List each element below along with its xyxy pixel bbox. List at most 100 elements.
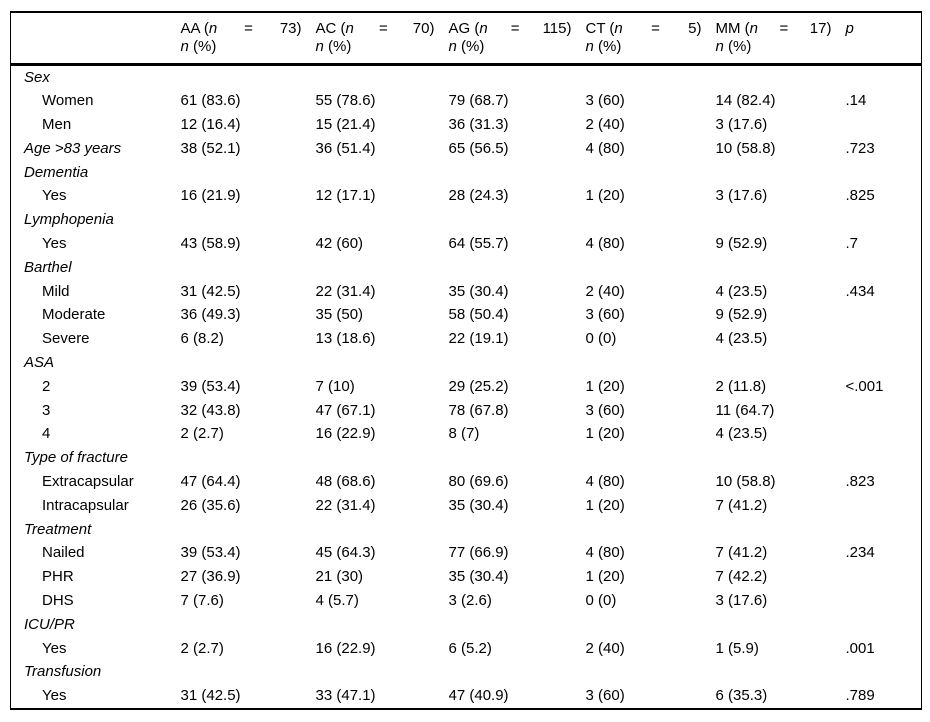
table-row: Lymphopenia xyxy=(11,208,922,232)
data-cell: 6 (5.2) xyxy=(448,639,492,657)
data-cell: 12 (17.1) xyxy=(315,187,376,205)
p-value-cell: .14 xyxy=(845,92,867,110)
row-label: Yes xyxy=(42,639,67,657)
data-cell: 77 (66.9) xyxy=(448,544,509,562)
table-row: Moderate 36 (49.3) 35 (50) 58 (50.4) 3 (60) 9… xyxy=(11,303,922,327)
data-cell: 33 (47.1) xyxy=(315,687,376,705)
p-value-cell: .789 xyxy=(845,687,875,705)
data-cell: 9 (52.9) xyxy=(715,306,768,324)
data-cell: 22 (31.4) xyxy=(315,496,376,514)
data-cell xyxy=(316,518,449,542)
data-cell xyxy=(586,64,716,89)
data-cell: 1 (5.9) xyxy=(715,639,759,657)
data-cell xyxy=(449,256,586,280)
row-label: Barthel xyxy=(24,258,72,276)
table-row: Severe 6 (8.2) 13 (18.6) 22 (19.1) 0 (0) 4 (2… xyxy=(11,327,922,351)
table-row: 4 2 (2.7) 16 (22.9) 8 (7) 1 (20) 4 (23.5) xyxy=(11,422,922,446)
data-cell: 39 (53.4) xyxy=(180,377,241,395)
data-cell: 4 (80) xyxy=(585,235,625,253)
data-cell xyxy=(449,208,586,232)
table-row: Yes 43 (58.9) 42 (60) 64 (55.7) 4 (80) 9 (52.… xyxy=(11,232,922,256)
data-cell xyxy=(181,208,316,232)
group-count: 73) xyxy=(279,20,302,37)
row-label: Treatment xyxy=(24,520,92,538)
data-cell xyxy=(716,446,846,470)
row-label: Women xyxy=(42,92,94,110)
data-cell: 13 (18.6) xyxy=(315,330,376,348)
data-cell: 0 (0) xyxy=(585,592,617,610)
p-header-line: p xyxy=(846,20,922,38)
p-value-cell: .001 xyxy=(845,639,875,657)
data-cell xyxy=(316,613,449,637)
table-row: Intracapsular 26 (35.6) 22 (31.4) 35 (30.4)… xyxy=(11,494,922,518)
group-prefix: AA ( xyxy=(180,20,209,37)
row-label: Nailed xyxy=(42,544,85,562)
data-cell: 4 (80) xyxy=(585,139,625,157)
p-value-cell xyxy=(846,208,922,232)
data-cell xyxy=(449,351,586,375)
column-header-AG: AG (n = 115) n (%) xyxy=(448,12,586,66)
p-value-cell xyxy=(846,64,922,89)
data-cell: 29 (25.2) xyxy=(448,377,509,395)
row-label-column-header xyxy=(10,12,181,66)
group-prefix: AG ( xyxy=(448,20,480,37)
n-symbol: n xyxy=(345,20,354,37)
group-name-part: AA (n xyxy=(181,20,218,38)
data-cell: 10 (58.8) xyxy=(715,473,776,491)
data-cell: 1 (20) xyxy=(585,377,625,395)
data-cell: 3 (60) xyxy=(585,687,625,705)
row-label: Men xyxy=(42,116,72,134)
column-header-line1: AC (n = 70) xyxy=(316,20,449,38)
table-row: PHR 27 (36.9) 21 (30) 35 (30.4) 1 (20) 7 (42.… xyxy=(11,565,922,589)
n-symbol: n xyxy=(180,38,189,55)
group-prefix: AC ( xyxy=(315,20,346,37)
data-cell: 7 (42.2) xyxy=(715,568,768,586)
patient-characteristics-table: AA (n = 73) n (%) AC (n = 70) n (%) AG (n = 115) n … xyxy=(10,11,922,711)
data-cell: 6 (35.3) xyxy=(715,687,768,705)
table-row: Dementia xyxy=(11,161,922,185)
data-cell: 14 (82.4) xyxy=(715,92,776,110)
data-cell: 3 (17.6) xyxy=(715,116,768,134)
data-cell: 4 (23.5) xyxy=(715,425,768,443)
group-prefix: MM ( xyxy=(715,20,750,37)
data-cell xyxy=(586,446,716,470)
data-cell: 1 (20) xyxy=(585,425,625,443)
data-cell: 7 (7.6) xyxy=(180,592,224,610)
row-label: Intracapsular xyxy=(42,496,129,514)
column-header-line1: AG (n = 115) xyxy=(449,20,586,38)
p-value-cell xyxy=(846,660,922,684)
data-cell: 0 (0) xyxy=(585,330,617,348)
pct-suffix: (%) xyxy=(723,38,752,55)
equals-sign: = xyxy=(378,20,388,37)
row-label: Transfusion xyxy=(24,663,102,681)
data-cell: 64 (55.7) xyxy=(448,235,509,253)
group-count: 17) xyxy=(809,20,832,37)
data-cell xyxy=(316,208,449,232)
data-cell: 47 (40.9) xyxy=(448,687,509,705)
data-cell xyxy=(181,660,316,684)
data-cell: 47 (67.1) xyxy=(315,401,376,419)
p-value-cell xyxy=(846,256,922,280)
row-label: Severe xyxy=(42,330,90,348)
row-label: 2 xyxy=(42,377,51,395)
data-cell: 48 (68.6) xyxy=(315,473,376,491)
data-cell: 1 (20) xyxy=(585,496,625,514)
data-cell xyxy=(586,161,716,185)
data-cell: 16 (21.9) xyxy=(180,187,241,205)
data-cell xyxy=(716,256,846,280)
data-cell: 39 (53.4) xyxy=(180,544,241,562)
table-row: Age >83 years 38 (52.1) 36 (51.4) 65 (56.5)… xyxy=(11,137,922,161)
p-value-cell xyxy=(846,613,922,637)
row-label: Type of fracture xyxy=(24,449,128,467)
p-value-cell xyxy=(846,161,922,185)
p-value-cell: .823 xyxy=(845,473,875,491)
data-cell: 16 (22.9) xyxy=(315,639,376,657)
column-header-line1: CT (n = 5) xyxy=(586,20,716,38)
data-cell: 32 (43.8) xyxy=(180,401,241,419)
data-cell: 12 (16.4) xyxy=(180,116,241,134)
data-cell: 31 (42.5) xyxy=(180,687,241,705)
data-cell: 10 (58.8) xyxy=(715,139,776,157)
data-cell: 2 (2.7) xyxy=(180,425,224,443)
data-cell xyxy=(716,613,846,637)
